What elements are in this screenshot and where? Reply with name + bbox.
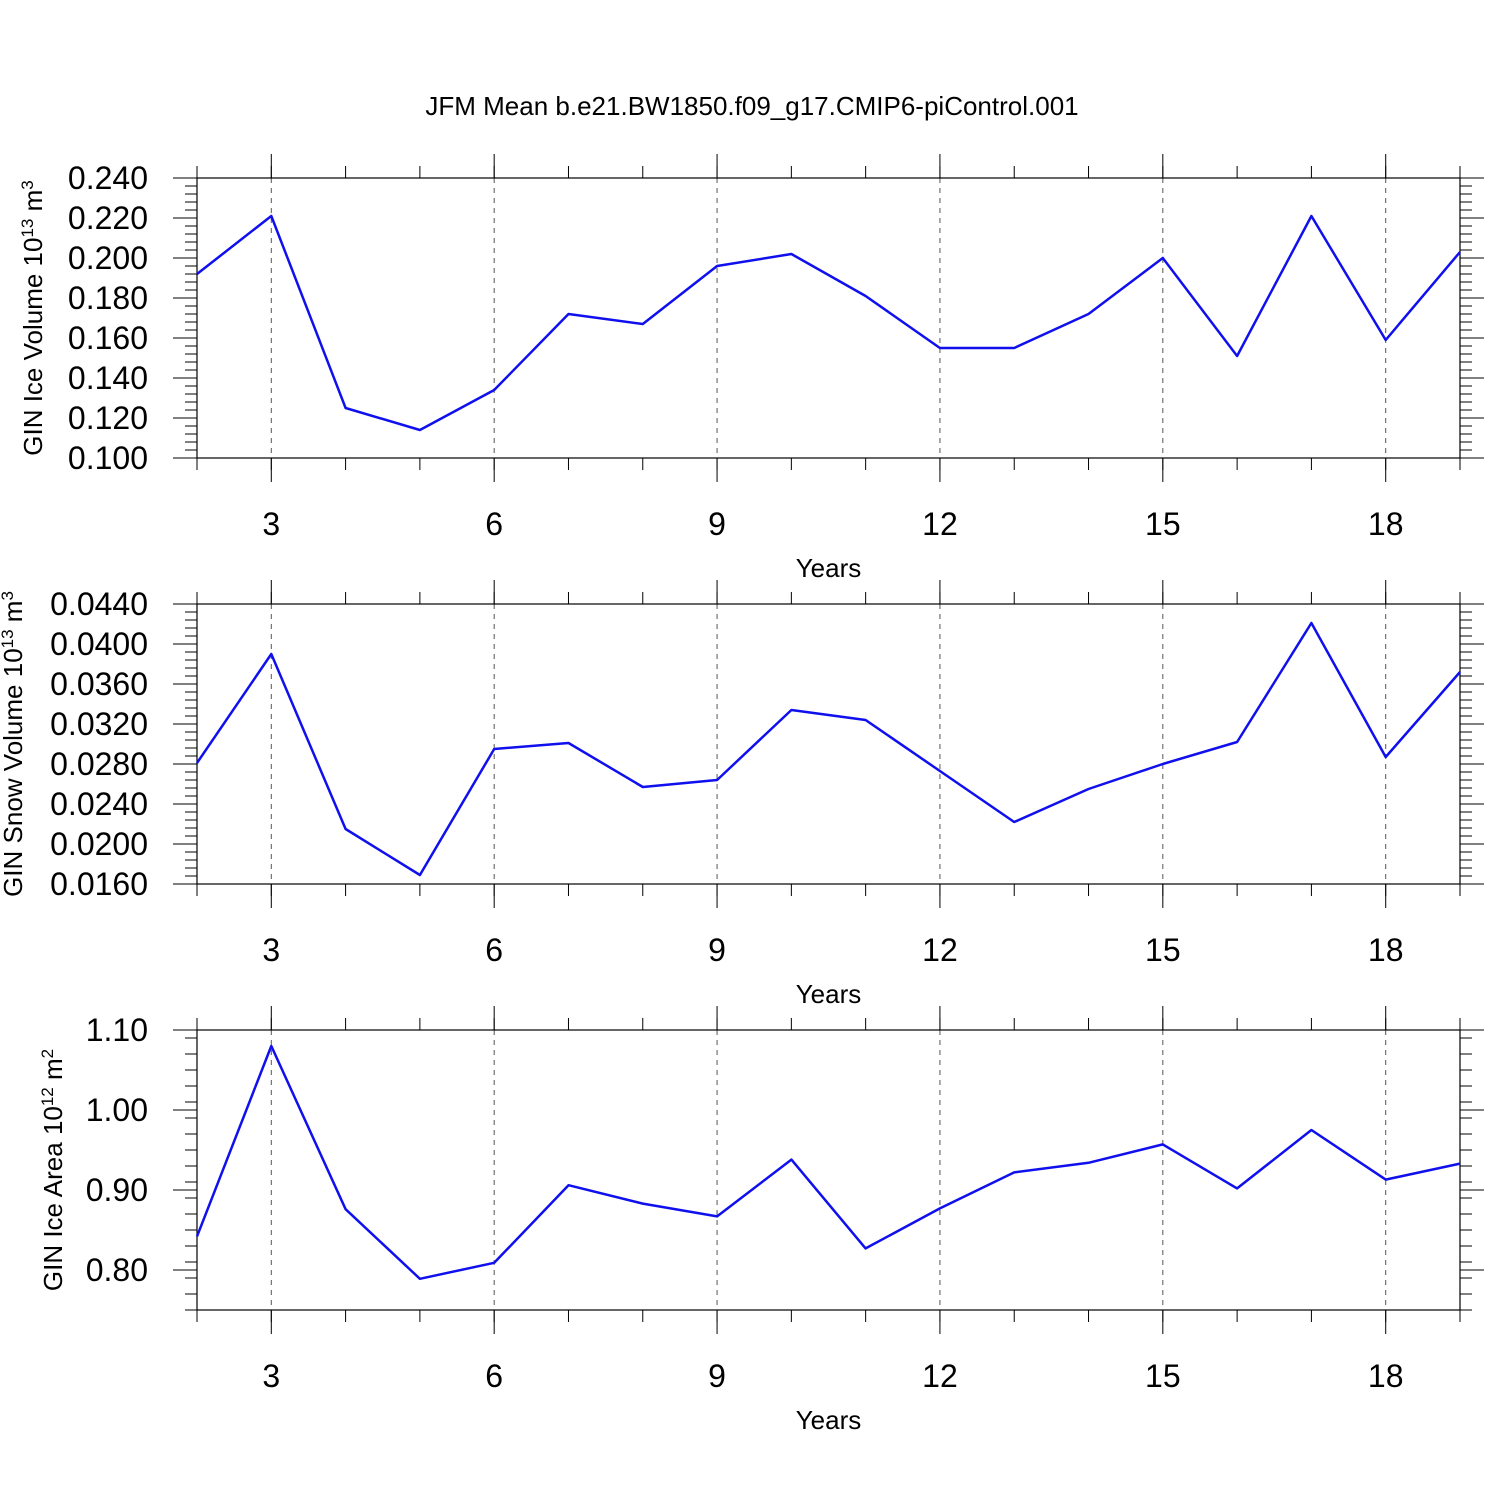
x-tick-label: 9: [708, 1358, 726, 1394]
panel-2: 3 6 9 12 15 18 0.0160 0.0200 0.0240 0.0280 0.0320 0…: [0, 580, 1484, 1009]
plot-frame: [196, 603, 1461, 885]
x-tick-label: 9: [708, 506, 726, 542]
x-axis-label: Years: [796, 553, 862, 583]
series-line: [195, 621, 1461, 877]
y-tick-label: 0.0240: [50, 786, 148, 822]
plot-frame: [196, 177, 1461, 459]
y-tick-label: 0.180: [68, 280, 148, 316]
y-tick-label: 0.90: [86, 1172, 148, 1208]
x-axis-label: Years: [796, 1405, 862, 1435]
y-tick-label: 0.0160: [50, 866, 148, 902]
x-axis-label: Years: [796, 979, 862, 1009]
x-tick-label: 3: [262, 1358, 280, 1394]
y-tick-label: 1.10: [86, 1012, 148, 1048]
y-tick-label: 0.140: [68, 360, 148, 396]
x-tick-label: 15: [1145, 1358, 1181, 1394]
x-tick-label: 9: [708, 932, 726, 968]
x-tick-label: 12: [922, 506, 958, 542]
y-tick-label: 0.0280: [50, 746, 148, 782]
y-tick-label: 0.200: [68, 240, 148, 276]
y-tick-label: 0.0360: [50, 666, 148, 702]
y-tick-label: 0.0440: [50, 586, 148, 622]
panel-3: 3 6 9 12 15 18 0.80 0.90 1.00 1.10 Years GIN Ice Ar…: [38, 1006, 1484, 1435]
x-tick-label: 3: [262, 932, 280, 968]
y-tick-label: 0.0320: [50, 706, 148, 742]
y-tick-label: 0.120: [68, 400, 148, 436]
x-tick-label: 6: [485, 1358, 503, 1394]
x-tick-label: 3: [262, 506, 280, 542]
x-tick-label: 6: [485, 932, 503, 968]
y-tick-label: 0.100: [68, 440, 148, 476]
x-tick-label: 18: [1368, 932, 1404, 968]
x-tick-label: 12: [922, 1358, 958, 1394]
y-tick-label: 0.240: [68, 160, 148, 196]
series-line: [196, 214, 1461, 432]
x-tick-label: 18: [1368, 506, 1404, 542]
x-tick-label: 18: [1368, 1358, 1404, 1394]
chart-title: JFM Mean b.e21.BW1850.f09_g17.CMIP6-piCo…: [425, 91, 1078, 121]
y-tick-label: 0.160: [68, 320, 148, 356]
panel-1: 3 6 9 12 15 18 0.100 0.120 0.140 0.160 0.180 0.200 0…: [18, 154, 1484, 583]
x-tick-label: 15: [1145, 932, 1181, 968]
y-tick-label: 1.00: [86, 1092, 148, 1128]
x-tick-label: 6: [485, 506, 503, 542]
x-tick-label: 15: [1145, 506, 1181, 542]
y-tick-label: 0.80: [86, 1252, 148, 1288]
y-tick-label: 0.0400: [50, 626, 148, 662]
y-tick-label: 0.220: [68, 200, 148, 236]
y-axis-label: GIN Snow Volume 1013 m3: [0, 591, 28, 897]
y-tick-label: 0.0200: [50, 826, 148, 862]
plot-frame: [196, 1029, 1461, 1311]
x-tick-label: 12: [922, 932, 958, 968]
y-axis-label: GIN Ice Area 1012 m2: [38, 1049, 69, 1291]
y-axis-label: GIN Ice Volume 1013 m3: [18, 180, 49, 456]
series-line: [195, 1044, 1461, 1281]
